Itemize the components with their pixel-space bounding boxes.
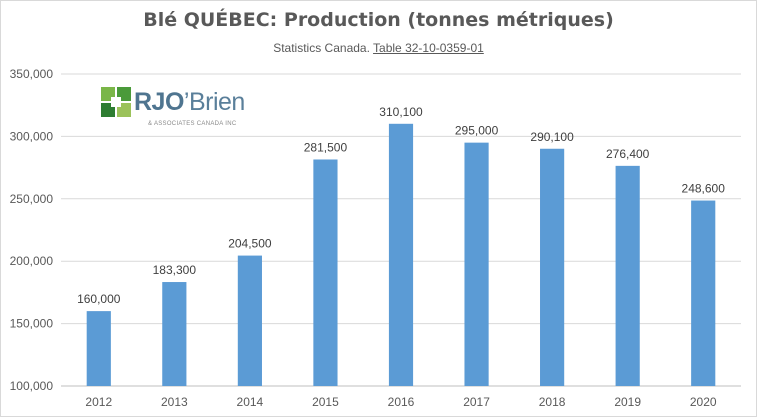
bar xyxy=(237,255,262,386)
data-label: 276,400 xyxy=(606,147,650,161)
data-label: 295,000 xyxy=(455,124,499,138)
y-tick-label: 100,000 xyxy=(10,379,54,393)
x-tick-label: 2012 xyxy=(85,395,112,409)
bar xyxy=(540,148,565,386)
bar xyxy=(162,282,187,386)
y-tick-label: 150,000 xyxy=(10,317,54,331)
chart-subtitle: Statistics Canada. Table 32-10-0359-01 xyxy=(1,41,756,55)
bar xyxy=(86,311,111,386)
data-label: 204,500 xyxy=(228,237,272,251)
x-tick-label: 2019 xyxy=(614,395,641,409)
data-label: 160,000 xyxy=(77,292,121,306)
rjobrien-logo-mark-icon xyxy=(101,87,131,117)
subtitle-table-link[interactable]: Table 32-10-0359-01 xyxy=(373,41,484,55)
rjobrien-logo: RJO’Brien & ASSOCIATES CANADA INC xyxy=(101,87,261,135)
y-tick-label: 200,000 xyxy=(10,254,54,268)
y-tick-label: 300,000 xyxy=(10,129,54,143)
y-tick-label: 250,000 xyxy=(10,192,54,206)
data-label: 290,100 xyxy=(530,130,574,144)
rjobrien-wordmark: RJO’Brien xyxy=(134,88,245,117)
wordmark-rest: ’Brien xyxy=(183,88,245,116)
subtitle-source: Statistics Canada. xyxy=(273,41,370,55)
x-tick-label: 2013 xyxy=(161,395,188,409)
x-tick-label: 2015 xyxy=(312,395,339,409)
x-tick-label: 2014 xyxy=(237,395,264,409)
rjobrien-tagline: & ASSOCIATES CANADA INC xyxy=(148,121,237,127)
bar xyxy=(313,159,338,386)
data-label: 248,600 xyxy=(682,182,726,196)
bar xyxy=(464,142,489,386)
data-label: 310,100 xyxy=(379,105,423,119)
x-tick-label: 2017 xyxy=(463,395,490,409)
chart-title: Blé QUÉBEC: Production (tonnes métriques… xyxy=(143,9,614,31)
x-tick-label: 2020 xyxy=(690,395,717,409)
x-tick-label: 2018 xyxy=(539,395,566,409)
bar xyxy=(615,165,640,386)
bar xyxy=(388,123,414,386)
y-tick-label: 350,000 xyxy=(10,67,54,81)
data-label: 183,300 xyxy=(153,263,197,277)
x-tick-label: 2016 xyxy=(388,395,415,409)
data-label: 281,500 xyxy=(304,140,348,154)
bar xyxy=(691,200,716,386)
wordmark-bold: RJO xyxy=(134,88,184,116)
